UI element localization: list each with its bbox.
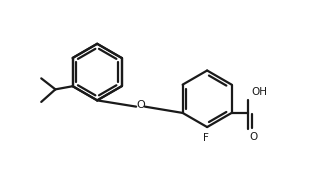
Text: O: O (136, 100, 145, 110)
Text: OH: OH (251, 87, 267, 97)
Text: F: F (203, 133, 209, 143)
Text: O: O (250, 132, 258, 142)
